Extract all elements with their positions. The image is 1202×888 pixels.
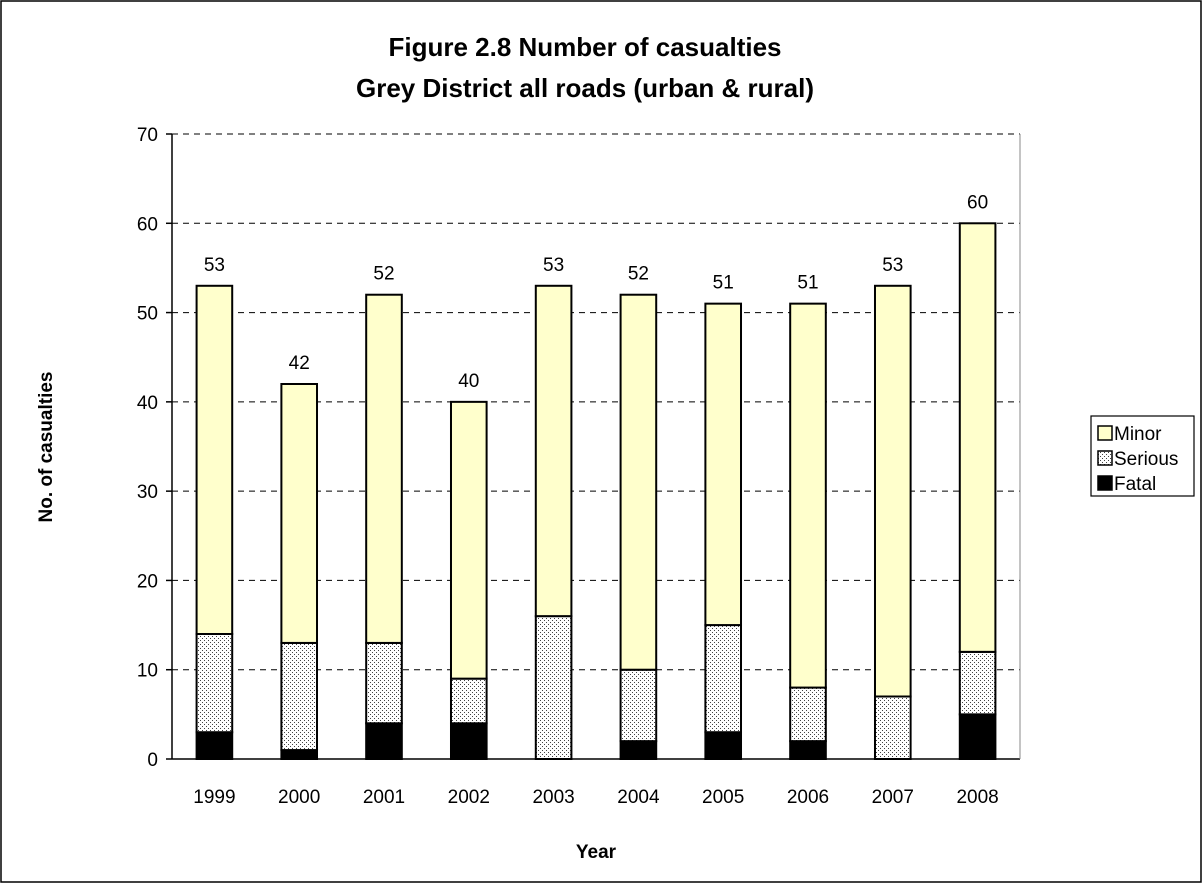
bar-serious-2001 [365, 641, 403, 725]
total-label: 52 [628, 264, 649, 285]
bar-fatal-2008 [958, 713, 997, 760]
x-tick-label: 2000 [278, 787, 320, 808]
bar-minor-2001 [365, 293, 403, 644]
y-tick-label: 40 [137, 393, 158, 414]
y-tick-label: 50 [137, 304, 158, 325]
total-label: 51 [713, 273, 734, 294]
x-tick-label: 2008 [956, 787, 998, 808]
x-tick-label: 2007 [872, 787, 914, 808]
bar-serious-2002 [449, 677, 488, 725]
y-tick-label: 10 [137, 661, 158, 682]
chart-title-line-1: Figure 2.8 Number of casualties [388, 32, 781, 62]
bar-minor-2007 [873, 284, 912, 698]
axes [166, 133, 1021, 760]
bar-fatal-2004 [619, 740, 658, 761]
total-label: 51 [797, 273, 818, 294]
bar-fatal-2001 [365, 722, 403, 760]
bar-minor-2004 [619, 293, 658, 671]
bar-minor-2000 [280, 383, 319, 644]
x-tick-label: 1999 [193, 787, 235, 808]
bar-minor-2005 [704, 302, 743, 627]
x-tick-label: 2003 [532, 787, 574, 808]
bars [195, 222, 997, 761]
bar-serious-2003 [534, 615, 573, 761]
bar-serious-2008 [958, 650, 997, 716]
bar-minor-1999 [195, 284, 234, 635]
total-label: 52 [373, 264, 394, 285]
bar-fatal-2006 [789, 740, 827, 761]
legend-swatch-fatal [1097, 475, 1113, 491]
total-labels: 53 42 52 40 53 52 51 51 53 60 [204, 192, 988, 392]
legend-label-fatal: Fatal [1114, 474, 1156, 495]
total-label: 40 [458, 371, 479, 392]
total-label: 42 [289, 353, 310, 374]
x-tick-label: 2004 [617, 787, 660, 808]
total-label: 60 [967, 192, 988, 213]
bar-serious-1999 [195, 633, 234, 734]
bar-serious-2004 [619, 668, 658, 743]
x-tick-label: 2001 [363, 787, 405, 808]
bar-fatal-1999 [195, 731, 234, 761]
y-tick-label: 20 [137, 571, 158, 592]
x-tick-label: 2005 [702, 787, 744, 808]
bar-minor-2006 [789, 302, 827, 689]
bar-serious-2007 [873, 695, 912, 760]
x-axis-label: Year [576, 842, 617, 863]
bar-fatal-2000 [280, 749, 319, 760]
bar-minor-2002 [449, 400, 488, 680]
bar-serious-2000 [280, 641, 319, 752]
chart-title-line-2: Grey District all roads (urban & rural) [356, 73, 814, 103]
total-label: 53 [882, 255, 903, 276]
total-label: 53 [204, 255, 225, 276]
legend-label-serious: Serious [1114, 449, 1178, 470]
total-label: 53 [543, 255, 564, 276]
bar-minor-2003 [534, 284, 573, 618]
y-tick-label: 0 [147, 750, 158, 771]
x-tick-label: 2006 [787, 787, 829, 808]
x-tick-labels: 1999 2000 2001 2002 2003 2004 2005 2006 2007 2008 [193, 787, 998, 808]
legend-swatch-minor [1097, 425, 1113, 441]
legend-label-minor: Minor [1114, 424, 1162, 445]
legend-swatch-serious [1097, 450, 1113, 466]
bar-fatal-2002 [449, 722, 488, 760]
y-tick-labels: 0 10 20 30 40 50 60 70 [137, 125, 158, 771]
y-tick-label: 60 [137, 214, 158, 235]
bar-minor-2008 [958, 222, 997, 653]
y-axis-label: No. of casualties [36, 372, 57, 523]
y-tick-label: 70 [137, 125, 158, 146]
bar-serious-2006 [789, 686, 827, 743]
bar-serious-2005 [704, 624, 743, 734]
x-tick-label: 2002 [448, 787, 490, 808]
y-tick-label: 30 [137, 482, 158, 503]
bar-fatal-2005 [704, 731, 743, 761]
legend: Minor Serious Fatal [1090, 415, 1195, 497]
